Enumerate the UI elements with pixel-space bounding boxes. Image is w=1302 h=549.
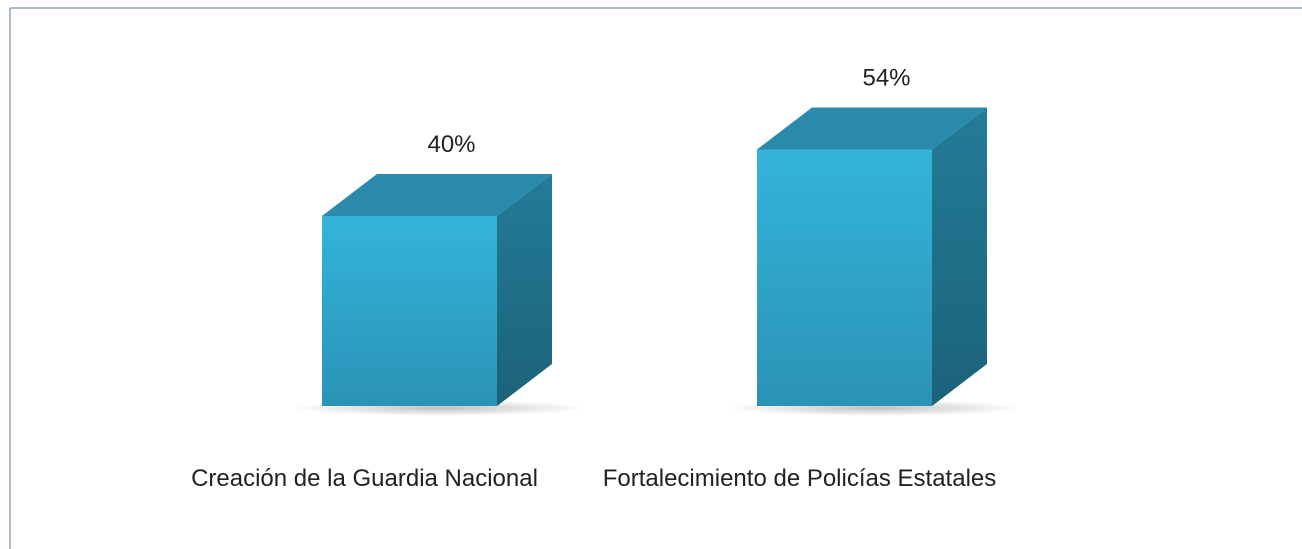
bar-side xyxy=(932,107,987,406)
bar-top xyxy=(322,174,552,216)
bar-front xyxy=(757,149,932,406)
category-label: Fortalecimiento de Policías Estatales xyxy=(602,465,997,492)
value-label: 54% xyxy=(862,65,910,92)
bar-side xyxy=(497,174,552,406)
bar-front xyxy=(322,216,497,406)
category-label: Creación de la Guardia Nacional xyxy=(191,465,538,492)
bar-top xyxy=(757,107,987,150)
value-label: 40% xyxy=(427,131,475,158)
